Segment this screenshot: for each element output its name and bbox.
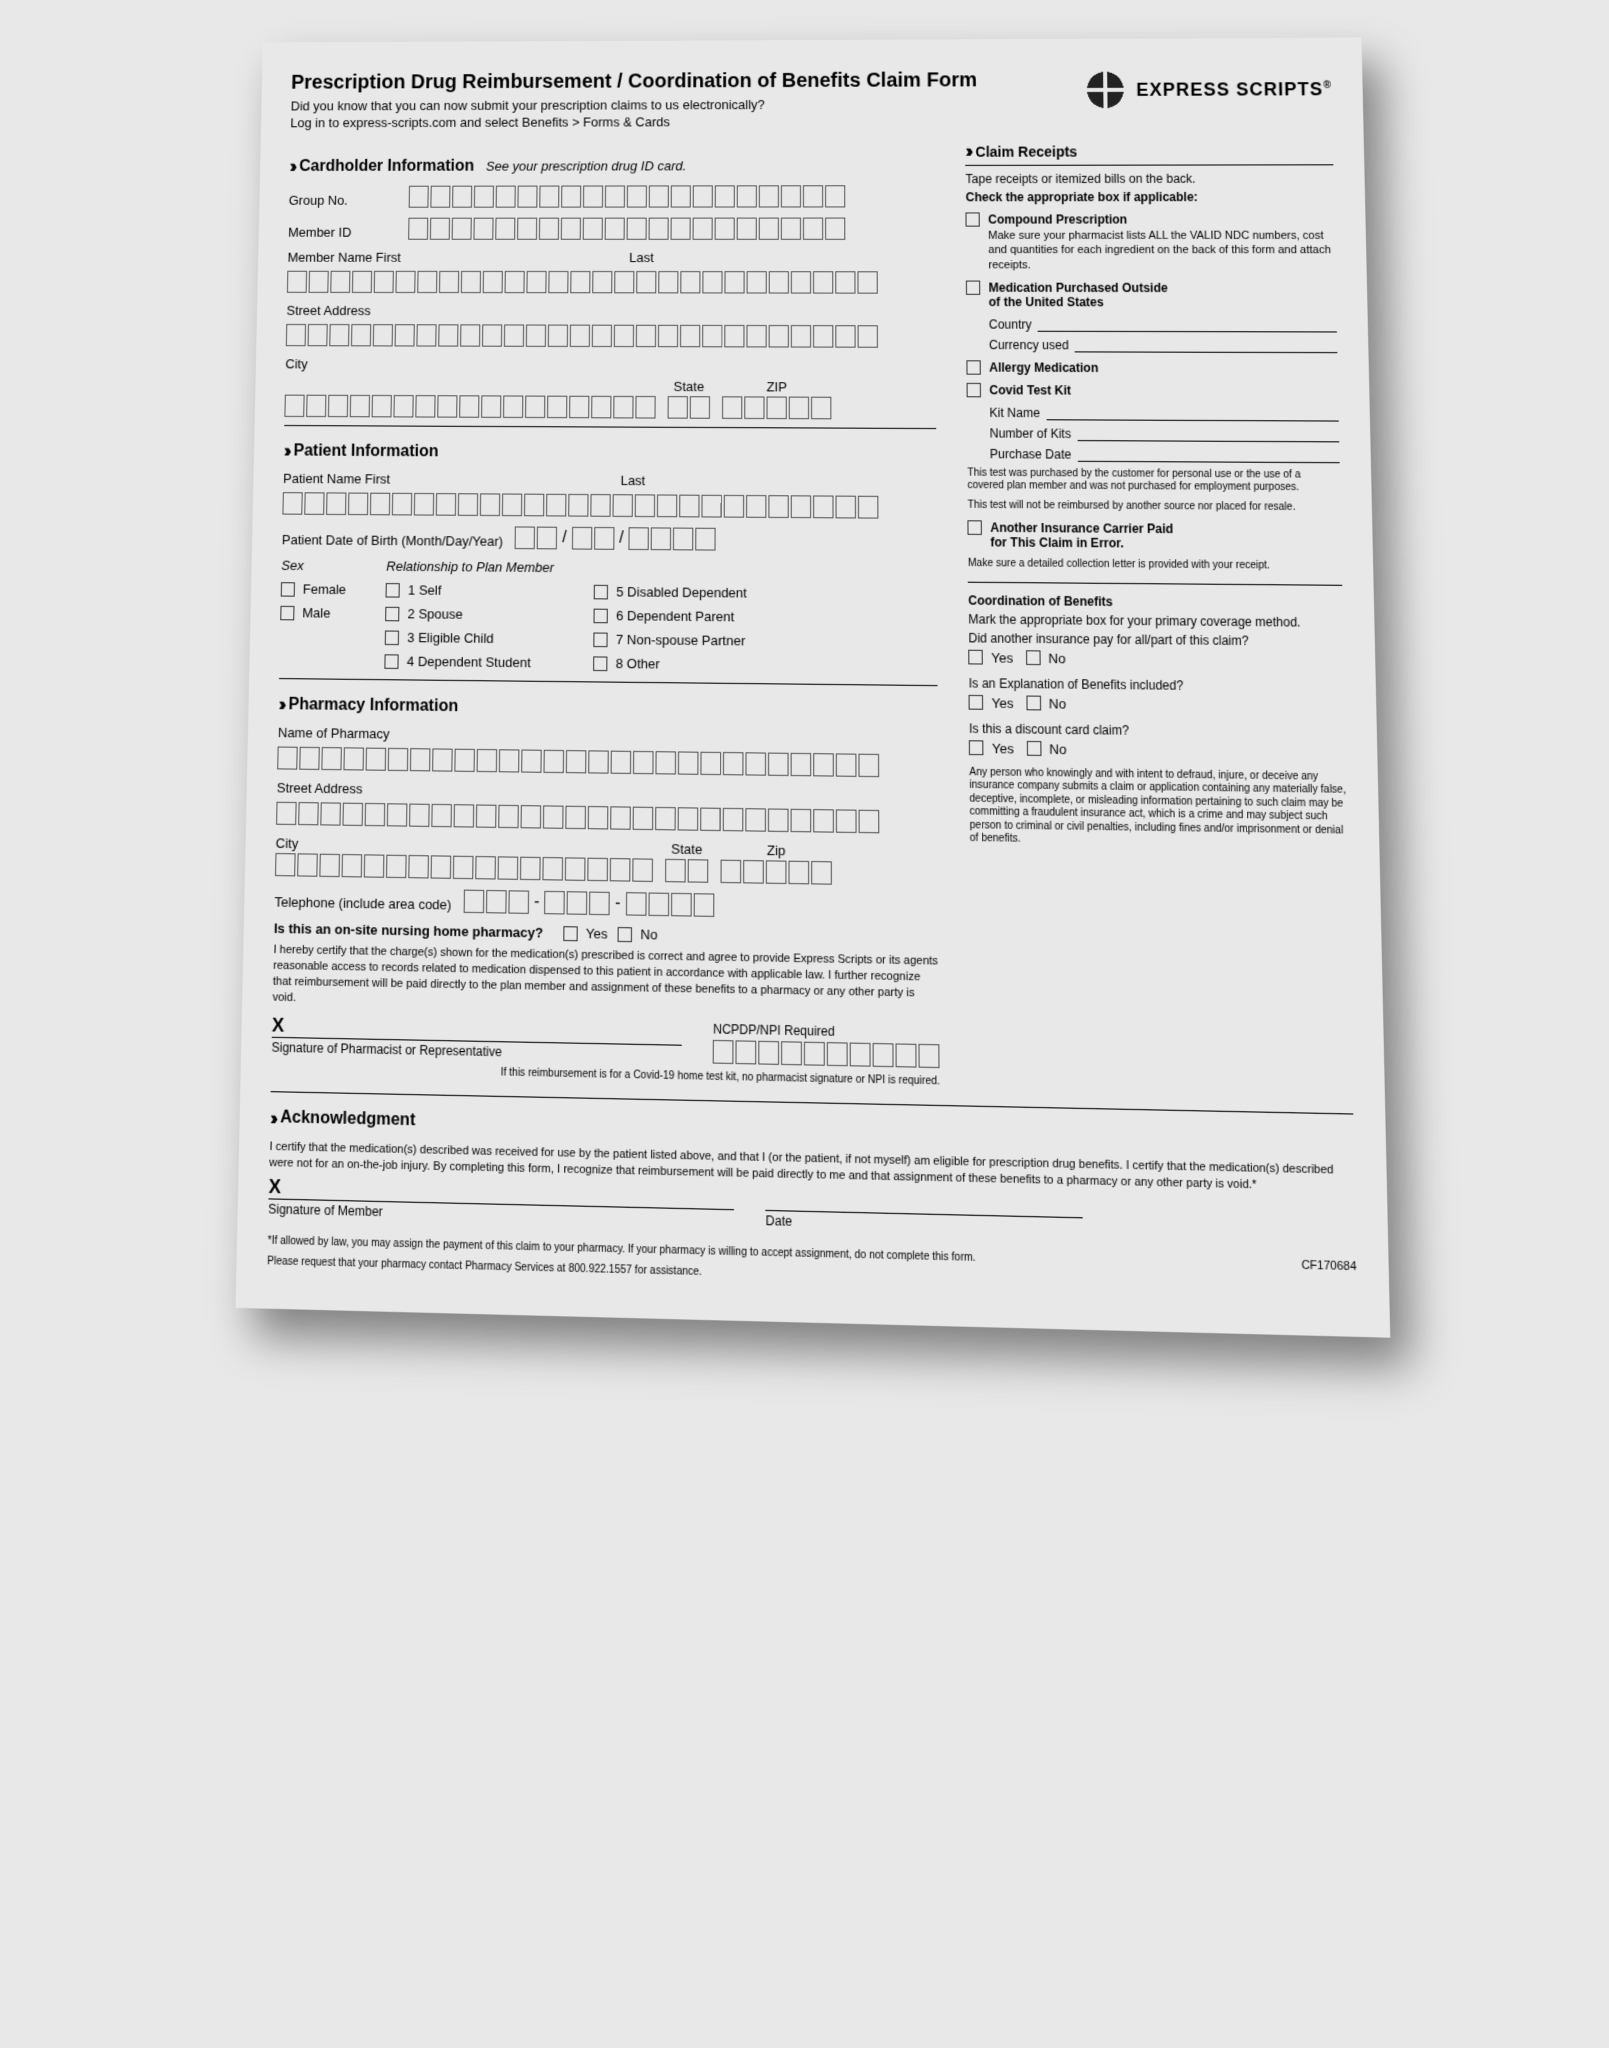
pharmacy-zip-label: Zip [766, 842, 785, 858]
member-name-last-label: Last [629, 250, 654, 265]
male-checkbox[interactable] [280, 605, 294, 620]
receipts-line2: Check the appropriate box if applicable: [965, 190, 1334, 205]
header-line-1: Did you know that you can now submit you… [290, 96, 1083, 113]
covid-kit-checkbox[interactable] [966, 383, 980, 397]
patient-name-last-label: Last [620, 473, 645, 489]
dob-month-input[interactable] [514, 526, 556, 549]
member-name-input[interactable] [286, 271, 877, 294]
street-label: Street Address [286, 303, 936, 319]
fraud-warning: Any person who knowingly and with intent… [969, 767, 1348, 852]
cob-q1: Did another insurance pay for all/part o… [968, 631, 1343, 649]
cob-q2-no[interactable] [1025, 696, 1040, 711]
cob-title: Coordination of Benefits [968, 593, 1343, 611]
dob-year-input[interactable] [628, 527, 715, 550]
zip-input[interactable] [722, 396, 831, 419]
street-input[interactable] [285, 324, 877, 348]
rel-self-checkbox[interactable] [385, 583, 399, 598]
rel-spouse-checkbox[interactable] [385, 606, 399, 621]
cob-q2-yes[interactable] [968, 695, 983, 710]
tel-prefix-input[interactable] [544, 891, 610, 915]
compound-checkbox[interactable] [965, 212, 979, 226]
onsite-yes-checkbox[interactable] [563, 926, 577, 941]
city-input[interactable] [284, 395, 655, 419]
dob-label: Patient Date of Birth (Month/Day/Year) [281, 532, 502, 549]
zip-label: ZIP [766, 379, 786, 394]
another-insurance-desc: Make sure a detailed collection letter i… [967, 558, 1341, 574]
ncpdp-input[interactable] [712, 1040, 939, 1068]
relationship-label: Relationship to Plan Member [386, 558, 554, 575]
member-name-first-label: Member Name First [287, 250, 400, 265]
rel-child-checkbox[interactable] [385, 630, 399, 645]
state-input[interactable] [667, 396, 709, 419]
rel-parent-checkbox[interactable] [593, 608, 607, 623]
pharmacy-state-label: State [671, 841, 702, 857]
dob-day-input[interactable] [571, 527, 614, 550]
country-input[interactable] [1037, 317, 1336, 332]
rel-other-checkbox[interactable] [593, 656, 607, 671]
onsite-no-checkbox[interactable] [617, 927, 631, 942]
group-no-label: Group No. [288, 193, 396, 208]
ncpdp-label: NCPDP/NPI Required [713, 1022, 940, 1041]
covid-small-1: This test was purchased by the customer … [967, 467, 1340, 495]
cob-line1: Mark the appropriate box for your primar… [968, 612, 1343, 630]
member-id-input[interactable] [408, 218, 845, 240]
pharmacy-name-label: Name of Pharmacy [277, 725, 937, 749]
outside-us-checkbox[interactable] [966, 280, 980, 294]
pharmacy-city-input[interactable] [275, 853, 653, 882]
patient-name-input[interactable] [282, 492, 878, 518]
cob-q2: Is an Explanation of Benefits included? [968, 676, 1344, 695]
cob-q1-no[interactable] [1025, 651, 1040, 666]
rel-disabled-checkbox[interactable] [594, 584, 608, 599]
sex-label: Sex [281, 558, 346, 574]
kits-input[interactable] [1077, 426, 1339, 442]
city-label: City [285, 356, 307, 371]
tel-line-input[interactable] [625, 892, 713, 917]
cob-q1-yes[interactable] [968, 650, 983, 665]
allergy-checkbox[interactable] [966, 360, 980, 374]
header-line-2: Log in to express-scripts.com and select… [290, 113, 1084, 130]
onsite-question: Is this an on-site nursing home pharmacy… [273, 920, 542, 940]
state-label: State [673, 379, 704, 394]
rel-partner-checkbox[interactable] [593, 632, 607, 647]
cob-q3-no[interactable] [1026, 741, 1041, 756]
pharmacy-zip-input[interactable] [720, 860, 831, 885]
brand-logo: EXPRESS SCRIPTS® [1083, 68, 1332, 111]
form-code: CF170684 [1301, 1258, 1356, 1273]
rel-student-checkbox[interactable] [384, 654, 398, 669]
another-insurance-checkbox[interactable] [967, 521, 981, 536]
kit-name-input[interactable] [1046, 406, 1339, 422]
covid-small-2: This test will not be reimbursed by anot… [967, 499, 1340, 514]
currency-input[interactable] [1074, 338, 1337, 353]
female-checkbox[interactable] [280, 582, 294, 597]
pharmacy-street-label: Street Address [276, 780, 938, 805]
page-title: Prescription Drug Reimbursement / Coordi… [290, 69, 1083, 95]
pharmacy-state-input[interactable] [665, 859, 708, 883]
receipts-section-title: ››Claim Receipts [965, 140, 1333, 166]
group-no-input[interactable] [408, 185, 845, 207]
cob-q3: Is this a discount card claim? [968, 721, 1344, 740]
cardholder-section-title: ›› Cardholder Information See your presc… [289, 155, 935, 180]
pharmacist-cert-text: I hereby certify that the charge(s) show… [272, 942, 939, 1017]
receipts-line1: Tape receipts or itemized bills on the b… [965, 171, 1333, 186]
pharmacy-street-input[interactable] [276, 802, 879, 834]
pharmacy-section-title: ››Pharmacy Information [278, 694, 938, 727]
tel-area-input[interactable] [463, 890, 528, 914]
patient-section-title: ››Patient Information [283, 440, 936, 468]
telephone-label: Telephone (include area code) [274, 894, 451, 913]
patient-name-first-label: Patient Name First [282, 471, 389, 487]
pharmacy-name-input[interactable] [277, 746, 879, 777]
member-id-label: Member ID [288, 225, 397, 240]
purchase-date-input[interactable] [1077, 447, 1339, 463]
logo-icon [1083, 69, 1126, 111]
cob-q3-yes[interactable] [969, 741, 984, 756]
claim-form-page: Prescription Drug Reimbursement / Coordi… [235, 37, 1390, 1337]
